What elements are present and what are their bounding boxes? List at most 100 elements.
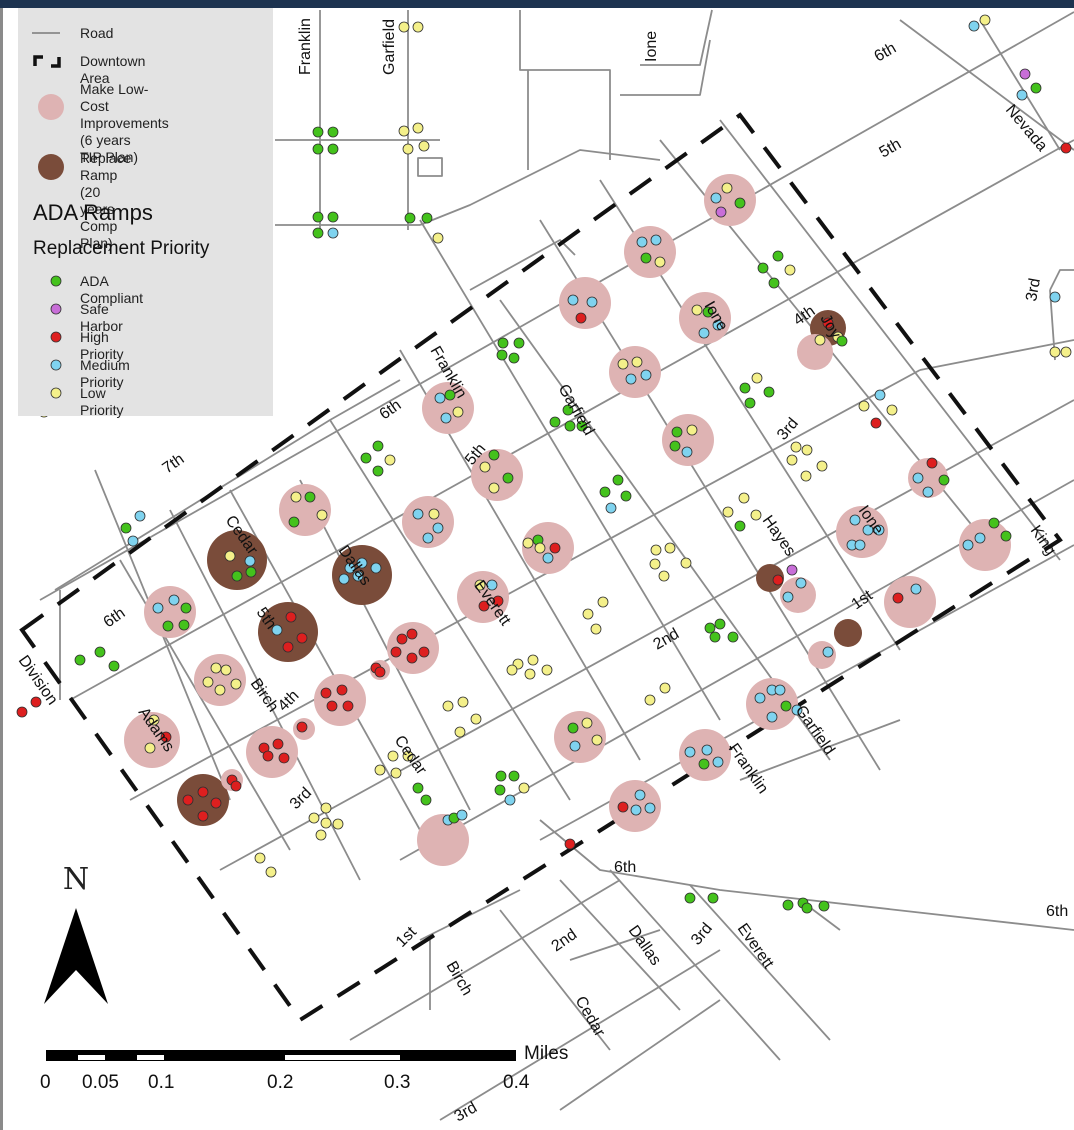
high-priority-ramp[interactable] xyxy=(336,684,348,696)
ada-compliant-ramp[interactable] xyxy=(494,784,506,796)
low-priority-ramp[interactable] xyxy=(412,122,424,134)
safe-harbor-ramp[interactable] xyxy=(1019,68,1031,80)
low-priority-ramp[interactable] xyxy=(214,684,226,696)
ada-compliant-ramp[interactable] xyxy=(488,449,500,461)
low-priority-ramp[interactable] xyxy=(801,444,813,456)
low-priority-ramp[interactable] xyxy=(658,570,670,582)
low-priority-ramp[interactable] xyxy=(474,579,486,591)
medium-priority-ramp[interactable] xyxy=(127,535,139,547)
ada-compliant-ramp[interactable] xyxy=(640,252,652,264)
ada-compliant-ramp[interactable] xyxy=(508,770,520,782)
medium-priority-ramp[interactable] xyxy=(822,646,834,658)
high-priority-ramp[interactable] xyxy=(478,600,490,612)
ada-compliant-ramp[interactable] xyxy=(576,420,588,432)
low-priority-ramp[interactable] xyxy=(457,696,469,708)
low-priority-ramp[interactable] xyxy=(750,509,762,521)
medium-priority-ramp[interactable] xyxy=(412,508,424,520)
low-cost-improvement-marker[interactable] xyxy=(554,711,606,763)
low-priority-ramp[interactable] xyxy=(784,264,796,276)
low-priority-ramp[interactable] xyxy=(721,182,733,194)
medium-priority-ramp[interactable] xyxy=(912,472,924,484)
low-priority-ramp[interactable] xyxy=(1049,346,1061,358)
medium-priority-ramp[interactable] xyxy=(698,327,710,339)
low-priority-ramp[interactable] xyxy=(418,140,430,152)
high-priority-ramp[interactable] xyxy=(342,700,354,712)
medium-priority-ramp[interactable] xyxy=(542,552,554,564)
high-priority-ramp[interactable] xyxy=(296,721,308,733)
high-priority-ramp[interactable] xyxy=(16,706,28,718)
ada-compliant-ramp[interactable] xyxy=(620,490,632,502)
medium-priority-ramp[interactable] xyxy=(712,756,724,768)
high-priority-ramp[interactable] xyxy=(296,632,308,644)
low-priority-ramp[interactable] xyxy=(590,623,602,635)
medium-priority-ramp[interactable] xyxy=(327,227,339,239)
ada-compliant-ramp[interactable] xyxy=(412,782,424,794)
low-priority-ramp[interactable] xyxy=(886,404,898,416)
medium-priority-ramp[interactable] xyxy=(432,522,444,534)
low-priority-ramp[interactable] xyxy=(581,717,593,729)
medium-priority-ramp[interactable] xyxy=(854,539,866,551)
low-cost-improvement-marker[interactable] xyxy=(314,674,366,726)
low-cost-improvement-marker[interactable] xyxy=(884,576,936,628)
medium-priority-ramp[interactable] xyxy=(456,809,468,821)
medium-priority-ramp[interactable] xyxy=(922,486,934,498)
high-priority-ramp[interactable] xyxy=(406,628,418,640)
low-cost-improvement-marker[interactable] xyxy=(662,414,714,466)
ada-compliant-ramp[interactable] xyxy=(988,517,1000,529)
medium-priority-ramp[interactable] xyxy=(849,514,861,526)
low-cost-improvement-marker[interactable] xyxy=(959,519,1011,571)
low-priority-ramp[interactable] xyxy=(518,782,530,794)
low-priority-ramp[interactable] xyxy=(230,678,242,690)
replace-ramp-marker[interactable] xyxy=(834,619,862,647)
low-cost-improvement-marker[interactable] xyxy=(559,277,611,329)
medium-priority-ramp[interactable] xyxy=(370,562,382,574)
high-priority-ramp[interactable] xyxy=(396,633,408,645)
low-priority-ramp[interactable] xyxy=(320,802,332,814)
ada-compliant-ramp[interactable] xyxy=(768,277,780,289)
medium-priority-ramp[interactable] xyxy=(640,369,652,381)
medium-priority-ramp[interactable] xyxy=(338,573,350,585)
ada-compliant-ramp[interactable] xyxy=(698,758,710,770)
high-priority-ramp[interactable] xyxy=(549,542,561,554)
ada-compliant-ramp[interactable] xyxy=(327,211,339,223)
medium-priority-ramp[interactable] xyxy=(434,392,446,404)
medium-priority-ramp[interactable] xyxy=(701,744,713,756)
medium-priority-ramp[interactable] xyxy=(644,802,656,814)
high-priority-ramp[interactable] xyxy=(870,417,882,429)
medium-priority-ramp[interactable] xyxy=(974,532,986,544)
low-cost-improvement-marker[interactable] xyxy=(679,292,731,344)
ada-compliant-ramp[interactable] xyxy=(702,306,714,318)
low-priority-ramp[interactable] xyxy=(202,676,214,688)
low-priority-ramp[interactable] xyxy=(522,537,534,549)
ada-compliant-ramp[interactable] xyxy=(567,722,579,734)
high-priority-ramp[interactable] xyxy=(374,666,386,678)
ada-compliant-ramp[interactable] xyxy=(502,472,514,484)
medium-priority-ramp[interactable] xyxy=(791,704,803,716)
ada-compliant-ramp[interactable] xyxy=(772,250,784,262)
low-priority-ramp[interactable] xyxy=(597,596,609,608)
medium-priority-ramp[interactable] xyxy=(782,591,794,603)
medium-priority-ramp[interactable] xyxy=(862,524,874,536)
low-priority-ramp[interactable] xyxy=(144,742,156,754)
ada-compliant-ramp[interactable] xyxy=(564,420,576,432)
medium-priority-ramp[interactable] xyxy=(567,294,579,306)
ada-compliant-ramp[interactable] xyxy=(94,646,106,658)
low-priority-ramp[interactable] xyxy=(390,767,402,779)
medium-priority-ramp[interactable] xyxy=(968,20,980,32)
low-priority-ramp[interactable] xyxy=(320,817,332,829)
low-priority-ramp[interactable] xyxy=(790,441,802,453)
low-priority-ramp[interactable] xyxy=(654,256,666,268)
low-priority-ramp[interactable] xyxy=(374,764,386,776)
ada-compliant-ramp[interactable] xyxy=(497,337,509,349)
high-priority-ramp[interactable] xyxy=(822,317,834,329)
ada-compliant-ramp[interactable] xyxy=(782,899,794,911)
ada-compliant-ramp[interactable] xyxy=(1000,530,1012,542)
high-priority-ramp[interactable] xyxy=(262,750,274,762)
low-priority-ramp[interactable] xyxy=(316,509,328,521)
low-priority-ramp[interactable] xyxy=(664,542,676,554)
ada-compliant-ramp[interactable] xyxy=(508,352,520,364)
ada-compliant-ramp[interactable] xyxy=(684,892,696,904)
high-priority-ramp[interactable] xyxy=(390,646,402,658)
low-priority-ramp[interactable] xyxy=(470,713,482,725)
